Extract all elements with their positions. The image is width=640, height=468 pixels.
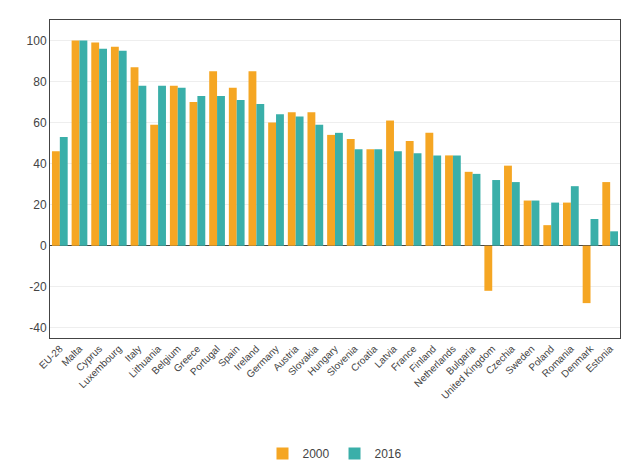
svg-text:EU-28: EU-28 xyxy=(37,343,65,371)
svg-text:0: 0 xyxy=(40,239,47,253)
svg-text:-20: -20 xyxy=(29,280,47,294)
svg-text:Czechia: Czechia xyxy=(484,343,518,377)
svg-text:60: 60 xyxy=(33,116,47,130)
svg-text:Latvia: Latvia xyxy=(372,343,399,370)
svg-text:Cyprus: Cyprus xyxy=(74,343,104,373)
svg-text:Portugal: Portugal xyxy=(188,343,222,377)
svg-text:Hungary: Hungary xyxy=(305,343,340,378)
svg-text:Malta: Malta xyxy=(59,343,84,368)
svg-text:Luxembourg: Luxembourg xyxy=(77,343,124,390)
svg-text:Denmark: Denmark xyxy=(559,342,596,379)
svg-text:United Kingdom: United Kingdom xyxy=(439,343,497,401)
svg-text:Slovakia: Slovakia xyxy=(286,343,321,378)
svg-text:France: France xyxy=(389,343,419,373)
svg-text:Estonia: Estonia xyxy=(584,343,616,375)
svg-text:-40: -40 xyxy=(29,321,47,335)
svg-text:Poland: Poland xyxy=(526,343,556,373)
svg-text:Austria: Austria xyxy=(271,343,301,373)
svg-text:Italy: Italy xyxy=(123,343,144,364)
svg-text:Croatia: Croatia xyxy=(349,343,380,374)
svg-text:100: 100 xyxy=(27,34,47,48)
svg-text:Finland: Finland xyxy=(407,343,438,374)
svg-text:2000: 2000 xyxy=(303,447,330,461)
svg-text:Bulgaria: Bulgaria xyxy=(444,343,478,377)
svg-text:Netherlands: Netherlands xyxy=(412,343,458,389)
svg-text:Germany: Germany xyxy=(244,343,281,380)
svg-text:40: 40 xyxy=(33,157,47,171)
svg-text:Slovenia: Slovenia xyxy=(325,343,360,378)
svg-text:Lithuania: Lithuania xyxy=(127,343,164,380)
svg-text:Sweden: Sweden xyxy=(503,343,536,376)
svg-text:2016: 2016 xyxy=(375,447,402,461)
svg-text:Romania: Romania xyxy=(540,343,576,379)
svg-text:Spain: Spain xyxy=(216,343,242,369)
svg-text:20: 20 xyxy=(33,198,47,212)
svg-text:Belgium: Belgium xyxy=(149,343,182,376)
svg-text:80: 80 xyxy=(33,75,47,89)
svg-text:Greece: Greece xyxy=(171,343,202,374)
svg-text:Ireland: Ireland xyxy=(232,343,261,372)
